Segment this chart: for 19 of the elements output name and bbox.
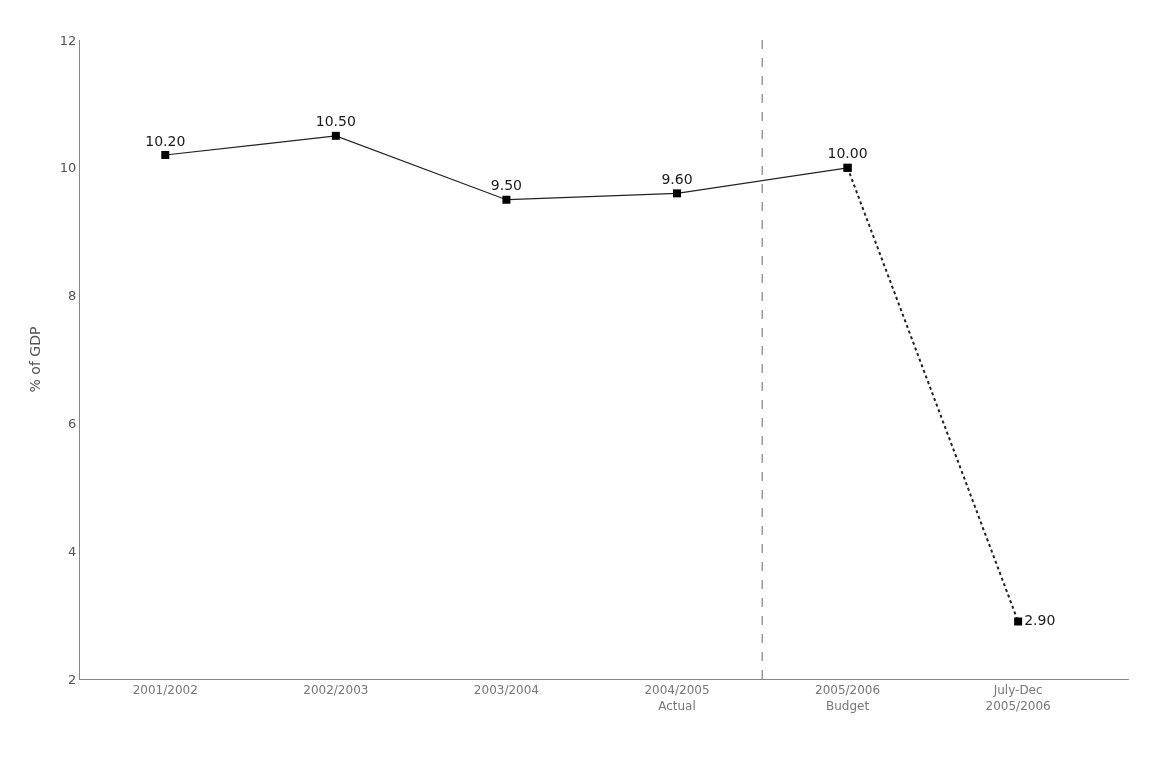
y-tick-label: 8: [68, 288, 77, 304]
x-tick-label: 2005/2006 Budget: [815, 683, 881, 713]
data-label: 9.50: [490, 177, 523, 194]
x-tick-label: 2002/2003: [303, 683, 369, 698]
data-label: 10.50: [315, 113, 356, 130]
data-label: 10.20: [145, 132, 186, 149]
y-tick-label: 6: [68, 415, 77, 431]
x-tick-label: July-Dec 2005/2006: [985, 683, 1051, 713]
x-tick-label: 2001/2002: [132, 683, 198, 698]
y-tick-label: 10: [59, 160, 77, 176]
data-label: 9.60: [661, 170, 693, 187]
y-tick-label: 12: [59, 32, 77, 48]
data-label: 10.00: [827, 145, 868, 162]
y-tick-label: 2: [68, 671, 77, 687]
x-tick-label: 2003/2004: [473, 683, 539, 698]
y-axis-title: % of GDP: [27, 326, 44, 393]
y-tick-label: 4: [68, 543, 77, 559]
x-tick-label: 2004/2005 Actual: [644, 683, 710, 713]
data-label: 2.90: [1024, 611, 1056, 628]
